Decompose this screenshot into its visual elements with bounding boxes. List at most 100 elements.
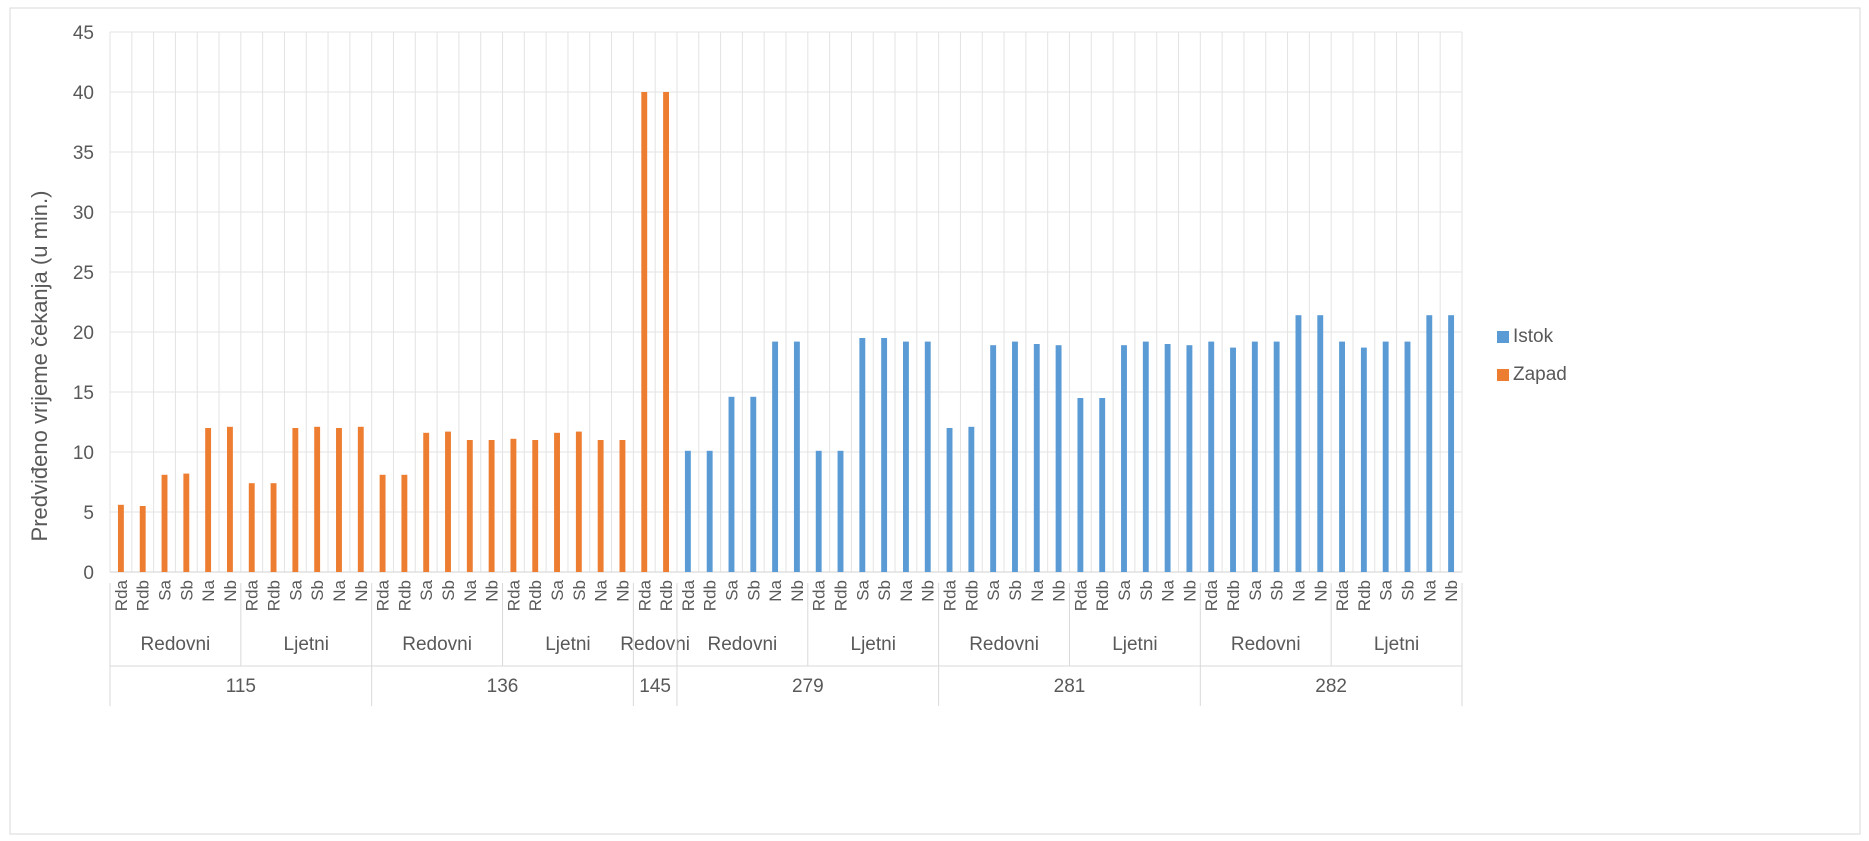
schedule-label: Ljetni	[284, 634, 329, 655]
x-tick-label: Sa	[286, 579, 305, 600]
schedule-label: Redovni	[402, 634, 472, 655]
y-tick-label: 25	[73, 263, 94, 284]
x-tick-label: Na	[592, 579, 611, 601]
bar-zapad	[292, 428, 299, 572]
bar-zapad	[226, 426, 233, 572]
bar-zapad	[248, 483, 255, 572]
x-tick-label: Nb	[1442, 580, 1461, 602]
route-label: 115	[226, 676, 256, 697]
x-tick-label: Na	[1289, 579, 1308, 601]
bar-istok	[1164, 344, 1171, 572]
schedule-label: Ljetni	[851, 634, 896, 655]
x-tick-label: Nb	[613, 580, 632, 602]
bar-zapad	[445, 431, 451, 572]
x-tick-label: Sa	[1377, 579, 1396, 600]
bar-istok	[1208, 341, 1215, 572]
legend-swatch-zapad	[1497, 369, 1509, 381]
bar-istok	[793, 341, 800, 572]
bar-istok	[1077, 398, 1084, 572]
schedule-label: Redovni	[1231, 634, 1301, 655]
bar-zapad	[619, 440, 626, 572]
bar-zapad	[597, 440, 604, 572]
bar-zapad	[532, 440, 539, 572]
schedule-label: Redovni	[620, 634, 690, 655]
schedule-label: Redovni	[708, 634, 778, 655]
bar-istok	[750, 396, 757, 572]
x-tick-label: Sb	[177, 580, 196, 601]
chart-border	[9, 7, 1861, 835]
x-tick-label: Sb	[1268, 580, 1287, 601]
x-tick-label: Na	[1159, 579, 1178, 601]
bar-zapad	[270, 483, 277, 572]
bar-istok	[881, 338, 888, 572]
legend: Istok Zapad	[1497, 326, 1567, 385]
schedule-label: Redovni	[141, 634, 211, 655]
bar-zapad	[466, 440, 473, 572]
x-tick-label: Rda	[679, 579, 698, 611]
x-tick-label: Sb	[875, 580, 894, 601]
x-tick-label: Rda	[112, 579, 131, 611]
x-tick-label: Na	[330, 579, 349, 601]
y-tick-label: 0	[83, 563, 94, 584]
x-tick-label: Na	[1420, 579, 1439, 601]
legend-label-zapad: Zapad	[1513, 364, 1567, 385]
bar-zapad	[117, 504, 124, 572]
bar-zapad	[423, 432, 430, 572]
bar-istok	[1426, 315, 1433, 572]
x-tick-label: Na	[766, 579, 785, 601]
y-tick-label: 15	[73, 383, 94, 404]
x-tick-label: Rda	[1333, 579, 1352, 611]
bar-istok	[1230, 347, 1236, 572]
schedule-label: Ljetni	[1374, 634, 1419, 655]
bar-istok	[1382, 341, 1389, 572]
schedule-label: Ljetni	[1112, 634, 1157, 655]
bar-istok	[859, 338, 866, 572]
bar-istok	[1360, 347, 1367, 572]
y-tick-label: 45	[73, 23, 94, 44]
x-tick-label: Nb	[1311, 580, 1330, 602]
x-tick-label: Sa	[1115, 579, 1134, 600]
x-tick-label: Rdb	[526, 580, 545, 611]
x-tick-label: Rdb	[1224, 580, 1243, 611]
bar-istok	[902, 341, 909, 572]
bar-istok	[1055, 345, 1062, 572]
bar-zapad	[510, 438, 517, 572]
x-tick-label: Rdb	[134, 580, 153, 611]
x-tick-label: Na	[897, 579, 916, 601]
x-tick-label: Nb	[1180, 580, 1199, 602]
bar-zapad	[641, 92, 648, 572]
y-tick-label: 5	[83, 503, 94, 524]
x-tick-label: Na	[1028, 579, 1047, 601]
bar-istok	[1317, 315, 1324, 572]
x-tick-label: Nb	[483, 580, 502, 602]
bar-zapad	[314, 426, 321, 572]
x-tick-label: Sb	[439, 580, 458, 601]
x-tick-label: Rda	[504, 579, 523, 611]
bar-istok	[772, 341, 779, 572]
bar-istok	[1448, 315, 1455, 572]
x-tick-label: Sb	[1006, 580, 1025, 601]
bar-istok	[837, 450, 844, 572]
bar-zapad	[401, 474, 408, 572]
x-tick-label: Rda	[941, 579, 960, 611]
x-tick-label: Rdb	[701, 580, 720, 611]
x-tick-label: Sa	[1246, 579, 1265, 600]
x-tick-label: Rdb	[962, 580, 981, 611]
bar-zapad	[183, 473, 190, 572]
bar-istok	[1186, 345, 1193, 572]
x-tick-label: Nb	[788, 580, 807, 602]
x-tick-label: Sb	[308, 580, 327, 601]
schedule-label: Redovni	[969, 634, 1039, 655]
bar-istok	[684, 450, 691, 572]
bar-zapad	[379, 474, 386, 572]
x-tick-label: Rdb	[1093, 580, 1112, 611]
bar-istok	[1099, 398, 1106, 572]
x-tick-label: Nb	[919, 580, 938, 602]
x-tick-label: Na	[461, 579, 480, 601]
x-tick-label: Rda	[1202, 579, 1221, 611]
bar-zapad	[205, 428, 212, 572]
x-tick-label: Na	[199, 579, 218, 601]
